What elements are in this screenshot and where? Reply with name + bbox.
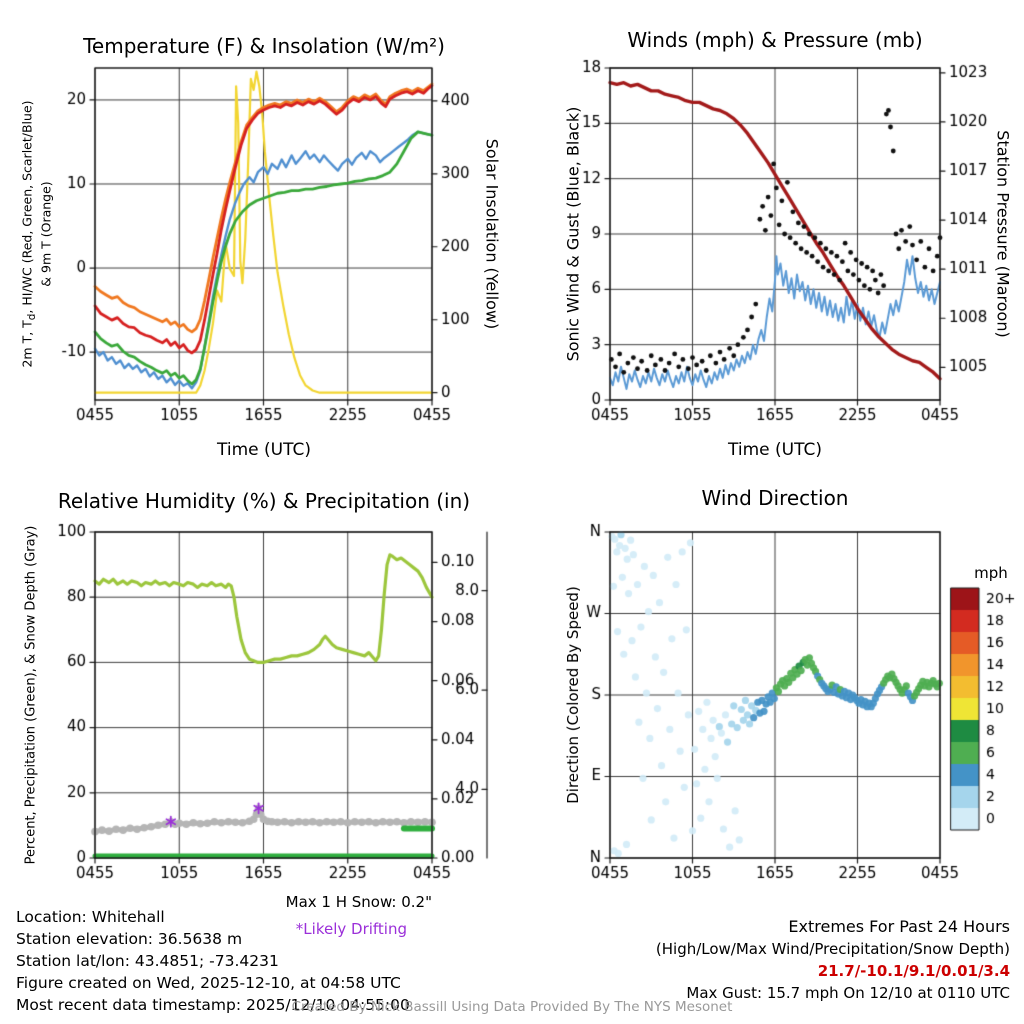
data-timestamp: Most recent data timestamp: 2025/12/10 0…: [16, 996, 410, 1014]
wind-direction-chart-title: Wind Direction: [701, 486, 849, 510]
figure-created-timestamp: Figure created on Wed, 2025-12-10, at 04…: [16, 974, 401, 992]
station-latlon: Station lat/lon: 43.4851; -73.4231: [16, 952, 279, 970]
extremes-title: Extremes For Past 24 Hours: [788, 917, 1010, 936]
extremes-block: Extremes For Past 24 Hours (High/Low/Max…: [540, 916, 1010, 1004]
time-axis-label-temp: Time (UTC): [217, 440, 311, 460]
wind-gust-axis-label: Sonic Wind & Gust (Blue, Black): [563, 106, 583, 362]
temperature-chart-title: Temperature (F) & Insolation (W/m²): [83, 34, 445, 58]
drifting-note: *Likely Drifting: [295, 920, 407, 938]
colorbar-unit-label: mph: [974, 564, 1008, 582]
solar-insolation-axis-label: Solar Insolation (Yellow): [482, 138, 502, 330]
station-location: Location: Whitehall: [16, 908, 165, 926]
station-pressure-axis-label: Station Pressure (Maroon): [993, 130, 1013, 338]
max-snow-note: Max 1 H Snow: 0.2": [285, 893, 432, 911]
temperature-y-axis-label: 2m T, Td, HI/WC (Red, Green, Scarlet/Blu…: [19, 100, 53, 368]
extremes-values: 21.7/-10.1/9.1/0.01/3.4: [817, 962, 1010, 980]
extremes-subtitle: (High/Low/Max Wind/Precipitation/Snow De…: [655, 940, 1010, 958]
wind-direction-y-axis-label: Direction (Colored By Speed): [564, 586, 582, 804]
station-info-block: Location: Whitehall Station elevation: 3…: [16, 906, 410, 1016]
winds-chart-title: Winds (mph) & Pressure (mb): [627, 28, 923, 52]
station-elevation: Station elevation: 36.5638 m: [16, 930, 243, 948]
time-axis-label-wind: Time (UTC): [728, 440, 822, 460]
max-gust-note: Max Gust: 15.7 mph On 12/10 at 0110 UTC: [686, 984, 1010, 1002]
humidity-y-axis-label: Percent, Precipitation (Green), & Snow D…: [23, 525, 39, 865]
credit-line: Created By Nick Bassill Using Data Provi…: [291, 999, 733, 1015]
humidity-chart-title: Relative Humidity (%) & Precipitation (i…: [57, 489, 471, 513]
